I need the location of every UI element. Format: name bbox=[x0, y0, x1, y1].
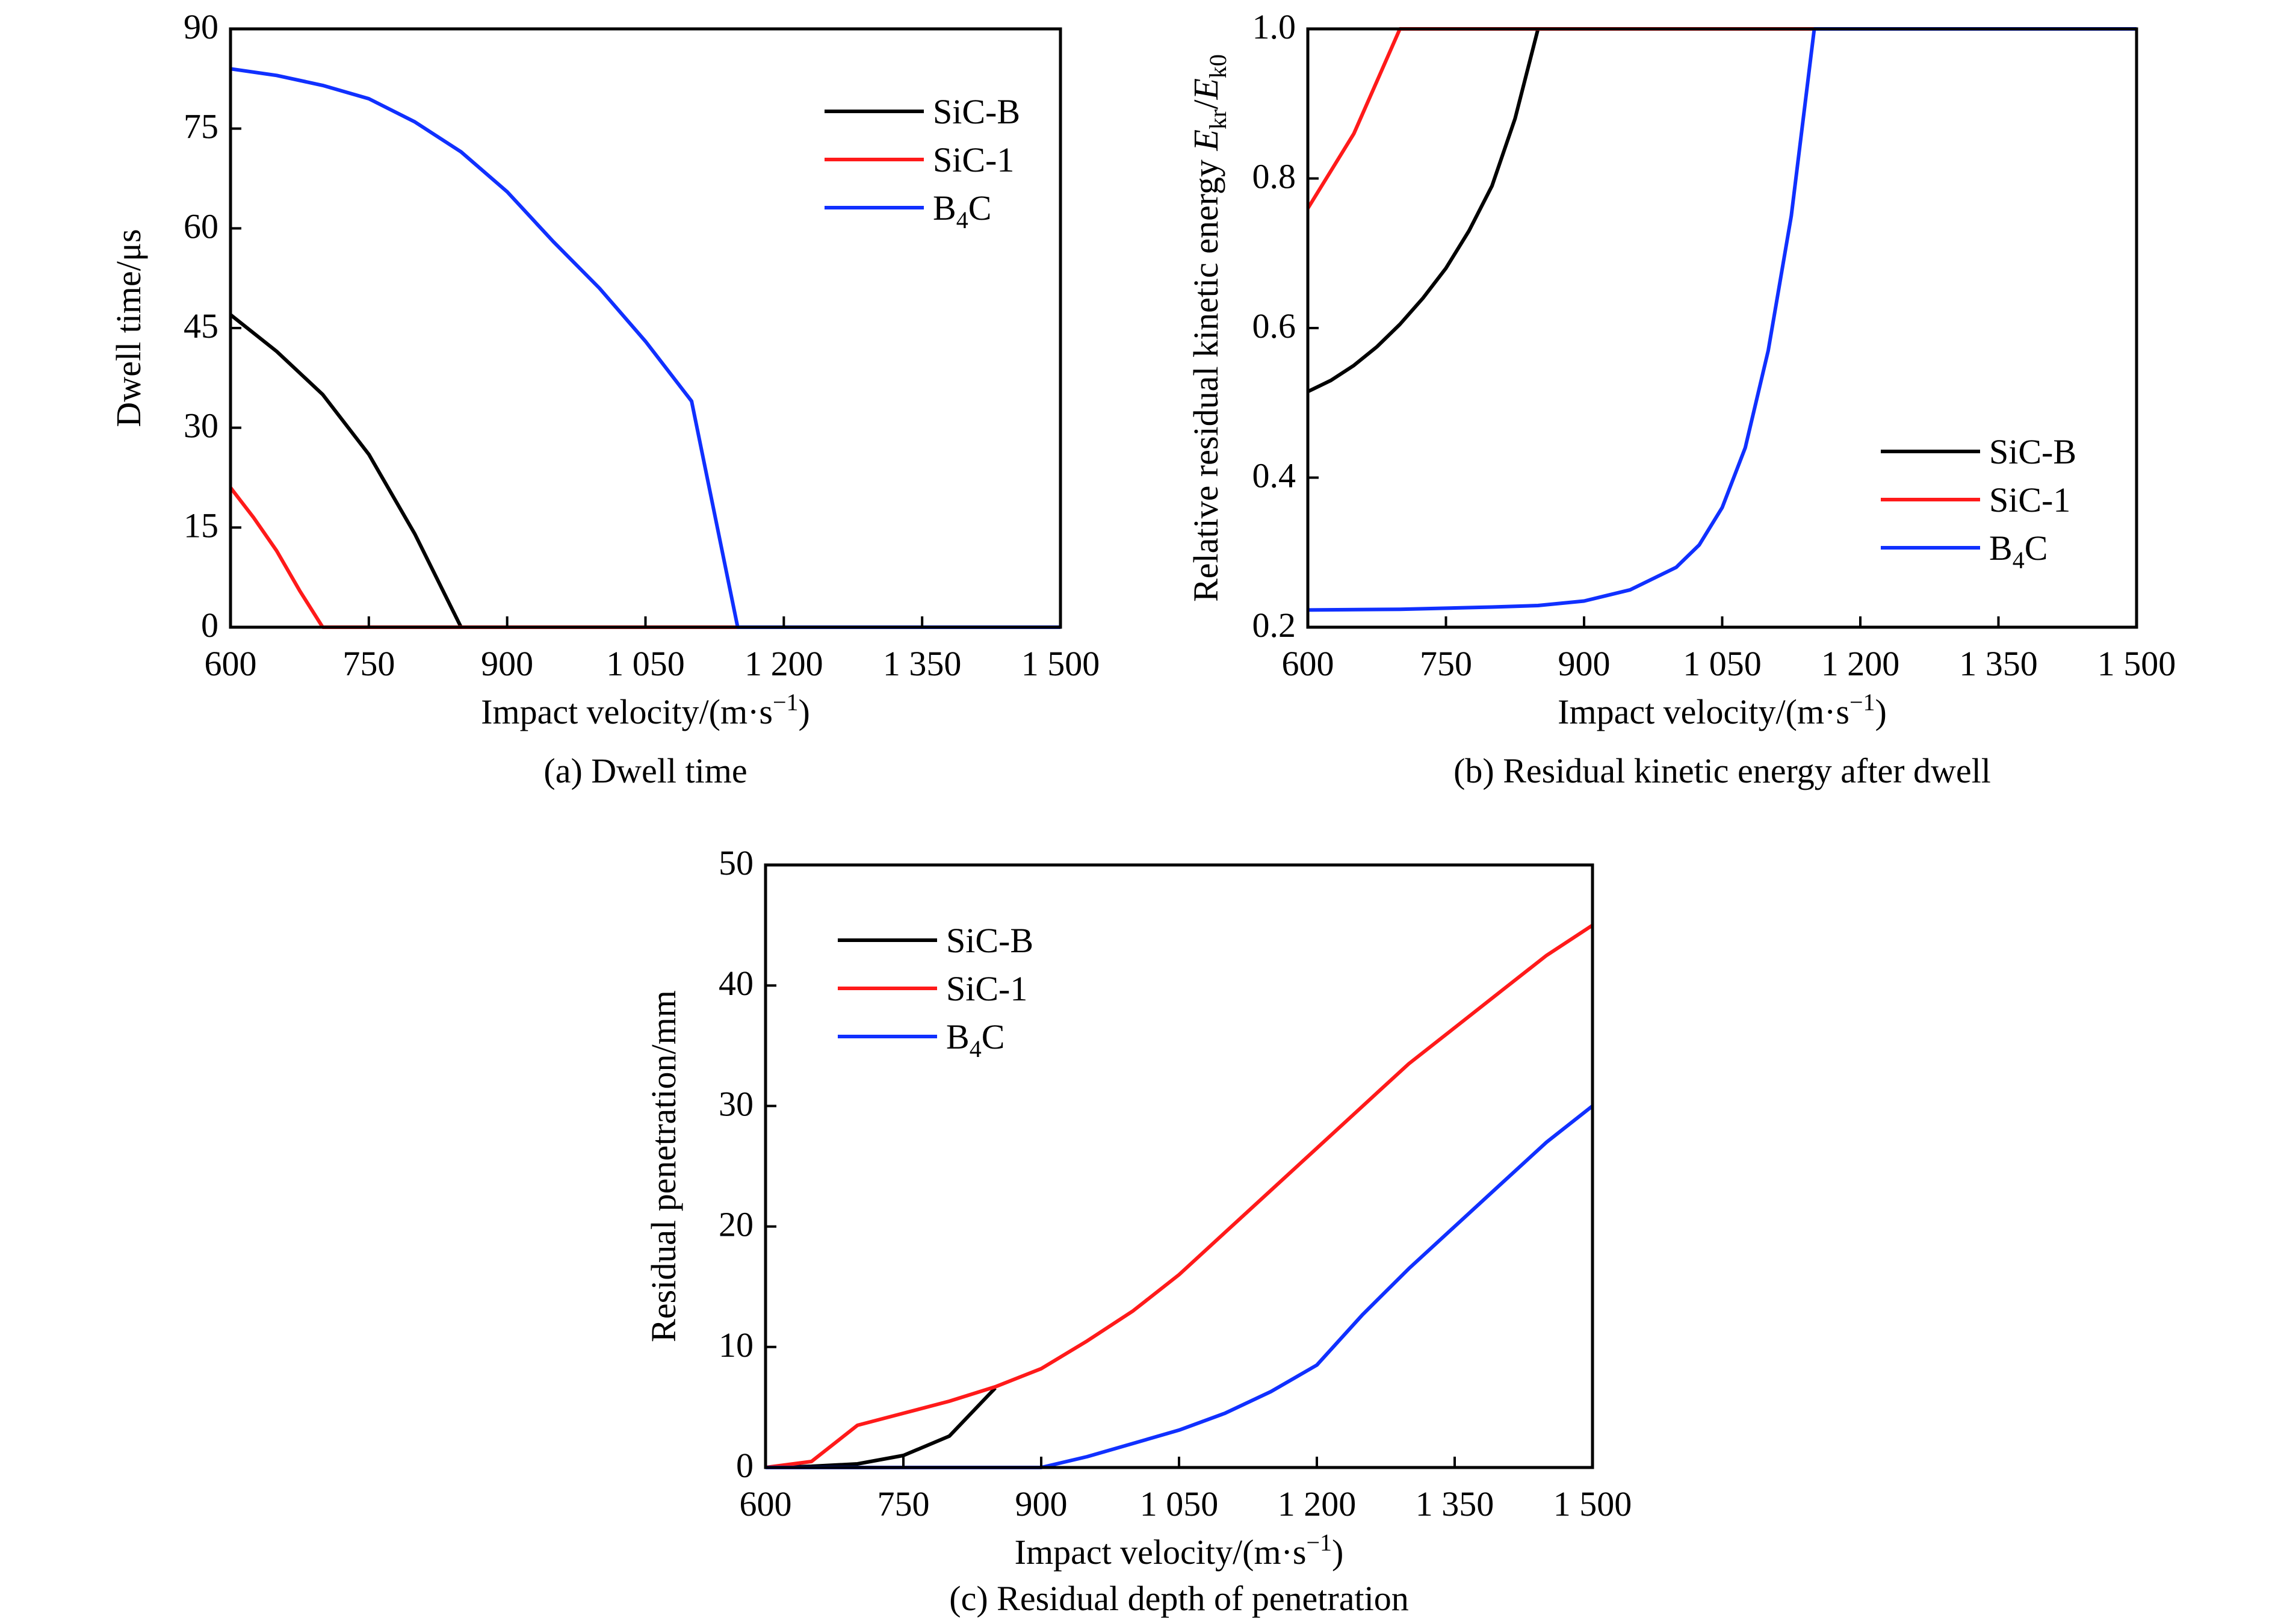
legend-label: B4C bbox=[1989, 528, 2048, 574]
legend-label-text: B bbox=[933, 188, 956, 228]
y-tick-label: 0.6 bbox=[1252, 306, 1296, 346]
x-tick-label: 1 500 bbox=[1553, 1484, 1632, 1523]
y-tick-label: 60 bbox=[184, 206, 218, 246]
chart-panel-1: 600 750 900 1 050 1 200 1 350 1 500 0 15 30 45 60 75… bbox=[109, 7, 1100, 790]
x-axis-label-sup: −1 bbox=[1849, 689, 1875, 716]
y-axis-label: Residual penetration/mm bbox=[644, 990, 683, 1342]
y-tick-label: 10 bbox=[719, 1325, 754, 1365]
series-line-sic-b bbox=[229, 313, 1060, 629]
y-tick-label: 30 bbox=[719, 1084, 754, 1123]
x-axis-label-text: ) bbox=[1875, 692, 1887, 731]
x-tick-label: 1 200 bbox=[1821, 644, 1900, 683]
x-tick-label: 1 350 bbox=[1959, 644, 2038, 683]
x-axis-label-text: Impact velocity/(m·s bbox=[1015, 1533, 1307, 1572]
x-axis-label-sup: −1 bbox=[1306, 1529, 1332, 1556]
x-tick-label: 1 200 bbox=[744, 644, 823, 683]
legend-label: SiC-B bbox=[933, 92, 1020, 131]
legend-label-sub: 4 bbox=[2013, 547, 2025, 574]
x-axis-label-text: ) bbox=[1332, 1533, 1343, 1572]
x-tick-label: 1 200 bbox=[1278, 1484, 1357, 1523]
legend-label: SiC-1 bbox=[946, 969, 1027, 1008]
y-tick-label: 0.8 bbox=[1252, 157, 1296, 196]
legend-label: B4C bbox=[933, 188, 991, 234]
y-tick-label: 45 bbox=[184, 306, 218, 346]
legend-label-text: C bbox=[968, 188, 992, 228]
y-tick-label: 75 bbox=[184, 107, 218, 146]
legend-label: SiC-1 bbox=[933, 140, 1014, 179]
series-line-sic-1 bbox=[765, 923, 1594, 1469]
legend-label: B4C bbox=[946, 1017, 1004, 1062]
y-tick-label: 0 bbox=[201, 606, 218, 645]
y-tick-label: 0.2 bbox=[1252, 606, 1296, 645]
x-tick-label: 900 bbox=[481, 644, 533, 683]
y-tick-label: 50 bbox=[719, 843, 754, 882]
x-tick-label: 750 bbox=[1420, 644, 1472, 683]
x-tick-label: 1 350 bbox=[1416, 1484, 1494, 1523]
x-tick-label: 750 bbox=[342, 644, 395, 683]
y-axis-label: Dwell time/μs bbox=[109, 229, 148, 427]
x-axis-label-text: Impact velocity/(m·s bbox=[481, 692, 773, 731]
x-axis-label: Impact velocity/(m·s−1) bbox=[481, 689, 810, 731]
series-line-b4c bbox=[1307, 27, 2137, 612]
y-axis-label-symbol: E bbox=[1186, 129, 1225, 151]
legend: SiC-B SiC-1 B4C bbox=[825, 92, 1020, 234]
x-tick-label: 1 050 bbox=[606, 644, 685, 683]
series-line-sic-1 bbox=[229, 486, 1060, 629]
x-tick-label: 1 500 bbox=[1021, 644, 1100, 683]
chart-panel-3: 600 750 900 1 050 1 200 1 350 1 500 0 10 20 30 40 50… bbox=[644, 843, 1632, 1618]
y-tick-label: 90 bbox=[184, 7, 218, 46]
chart-panel-2: 600 750 900 1 050 1 200 1 350 1 500 0.2 0.4 0.6 0.… bbox=[1186, 7, 2176, 790]
y-axis-label-sub: k0 bbox=[1204, 54, 1231, 78]
plot-frame bbox=[764, 863, 1594, 1469]
y-axis-label-symbol: E bbox=[1186, 78, 1225, 100]
legend-label-sub: 4 bbox=[956, 206, 968, 234]
legend-label-text: C bbox=[2025, 528, 2048, 568]
x-axis-label-sup: −1 bbox=[773, 689, 799, 716]
x-axis-label: Impact velocity/(m·s−1) bbox=[1558, 689, 1887, 731]
y-axis-label-text: / bbox=[1186, 99, 1225, 110]
x-axis-label-text: Impact velocity/(m·s bbox=[1558, 692, 1849, 731]
y-axis-label-text: Relative residual kinetic energy bbox=[1186, 150, 1225, 601]
x-tick-label: 1 050 bbox=[1683, 644, 1762, 683]
y-tick-label: 0 bbox=[736, 1446, 754, 1485]
legend: SiC-B SiC-1 B4C bbox=[838, 921, 1033, 1062]
x-axis-label: Impact velocity/(m·s−1) bbox=[1015, 1529, 1344, 1572]
y-tick-label: 30 bbox=[184, 406, 218, 445]
legend-label: SiC-B bbox=[1989, 432, 2076, 471]
legend-label-text: C bbox=[982, 1017, 1005, 1056]
legend-label-text: B bbox=[1989, 528, 2013, 568]
x-axis-label-text: ) bbox=[799, 692, 810, 731]
series-line-sic-b bbox=[1307, 27, 2137, 394]
x-tick-label: 1 350 bbox=[883, 644, 962, 683]
x-tick-label: 600 bbox=[205, 644, 257, 683]
y-tick-label: 0.4 bbox=[1252, 456, 1296, 495]
x-tick-label: 900 bbox=[1558, 644, 1611, 683]
legend-label-sub: 4 bbox=[970, 1035, 982, 1062]
x-tick-label: 1 500 bbox=[2097, 644, 2176, 683]
panel-caption: (a) Dwell time bbox=[543, 751, 747, 790]
y-tick-label: 15 bbox=[184, 506, 218, 545]
x-tick-label: 750 bbox=[878, 1484, 930, 1523]
panel-caption: (c) Residual depth of penetration bbox=[949, 1579, 1408, 1618]
series-line-b4c bbox=[766, 1105, 1594, 1469]
legend-label-text: B bbox=[946, 1017, 970, 1056]
series-line-sic-b bbox=[765, 1386, 997, 1469]
y-tick-label: 1.0 bbox=[1252, 7, 1296, 46]
y-axis-label-sub: kr bbox=[1204, 110, 1231, 129]
y-axis-label: Relative residual kinetic energy Ekr/Ek0 bbox=[1186, 54, 1231, 602]
x-tick-label: 900 bbox=[1015, 1484, 1068, 1523]
legend-label: SiC-1 bbox=[1989, 480, 2070, 519]
x-tick-label: 600 bbox=[740, 1484, 792, 1523]
x-tick-label: 600 bbox=[1282, 644, 1334, 683]
x-tick-label: 1 050 bbox=[1140, 1484, 1219, 1523]
panel-caption: (b) Residual kinetic energy after dwell bbox=[1453, 751, 1991, 790]
series-line-b4c bbox=[230, 67, 1060, 629]
legend-label: SiC-B bbox=[946, 921, 1033, 960]
y-tick-label: 40 bbox=[719, 964, 754, 1003]
y-tick-label: 20 bbox=[719, 1205, 754, 1244]
legend: SiC-B SiC-1 B4C bbox=[1881, 432, 2076, 574]
series-line-sic-1 bbox=[1306, 27, 2137, 209]
